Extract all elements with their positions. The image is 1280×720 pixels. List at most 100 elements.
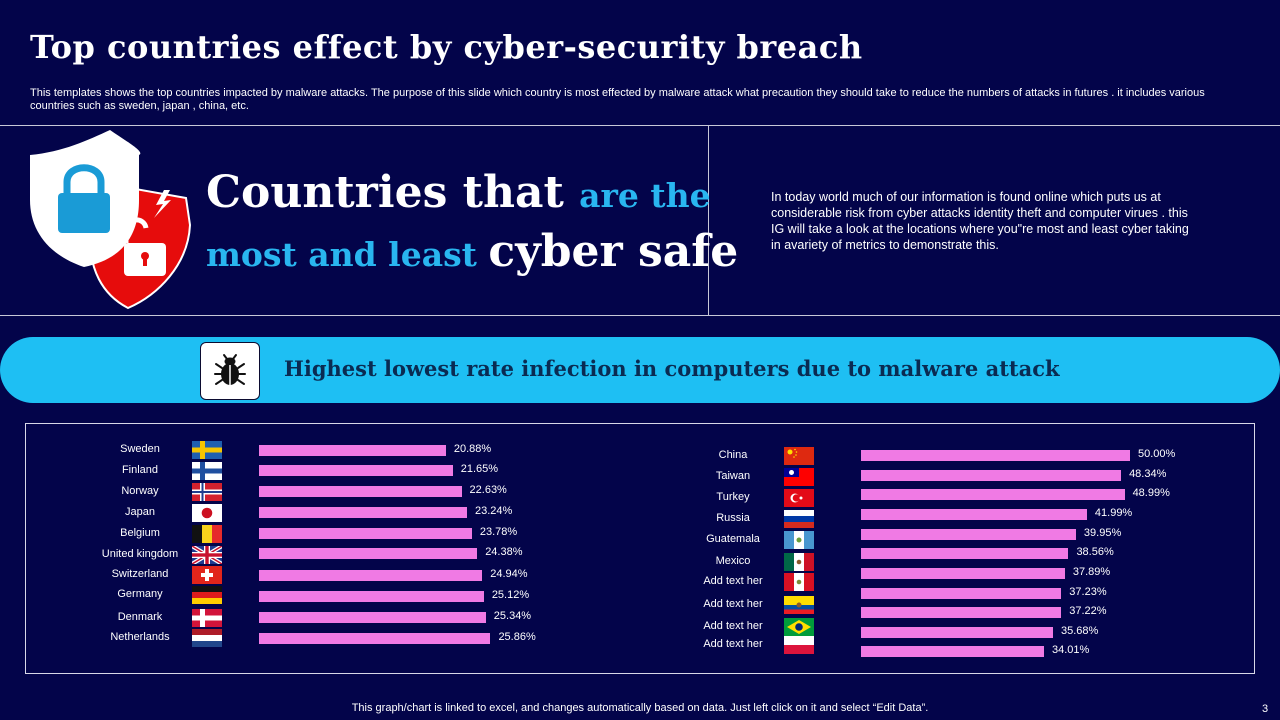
- ecuador-flag-icon: [784, 596, 814, 619]
- bar: [861, 529, 1076, 540]
- belgium-flag-icon: [192, 525, 223, 548]
- bar: [259, 528, 472, 539]
- bar: [259, 612, 486, 623]
- data-label: 34.01%: [1051, 644, 1090, 656]
- peru-flag-icon: [784, 573, 815, 596]
- bar: [259, 445, 446, 456]
- bug-icon: [214, 354, 246, 385]
- sweden-flag-icon: [192, 441, 222, 464]
- uk-flag-icon: [190, 544, 224, 569]
- category-label: China: [718, 449, 748, 461]
- data-label: 37.89%: [1072, 566, 1111, 578]
- divider-vertical: [708, 126, 709, 315]
- divider-top: [0, 125, 1280, 126]
- russia-flag-icon: [784, 510, 814, 533]
- data-label: 24.38%: [485, 546, 523, 558]
- chart-frame: [25, 423, 1255, 674]
- divider-bottom: [0, 315, 1280, 316]
- mexico-flag-icon: [784, 553, 815, 576]
- bar: [861, 588, 1062, 599]
- denmark-flag-icon: [192, 609, 222, 632]
- category-label: Belgium: [120, 527, 160, 539]
- china-flag-icon: [784, 447, 814, 470]
- category-label: Mexico: [715, 555, 751, 567]
- bar: [861, 627, 1053, 638]
- category-label: Russia: [716, 512, 750, 524]
- data-label: 41.99%: [1094, 507, 1133, 519]
- data-label: 25.34%: [493, 610, 532, 622]
- category-label: Guatemala: [706, 533, 760, 545]
- data-label: 48.99%: [1132, 487, 1170, 499]
- hero-part4: cyber safe: [488, 226, 739, 277]
- turkey-flag-icon: [784, 489, 814, 512]
- norway-flag-icon: [192, 483, 222, 506]
- page-subtitle: This templates shows the top countries i…: [30, 87, 1205, 112]
- bar: [861, 450, 1130, 461]
- brazil-flag-icon: [784, 618, 814, 641]
- footer-note: This graph/chart is linked to excel, and…: [351, 702, 929, 714]
- category-label: Add text her: [703, 598, 763, 610]
- hero-part1: Countries that: [206, 167, 580, 218]
- data-label: 48.34%: [1129, 468, 1167, 480]
- bar: [259, 486, 462, 497]
- data-label: 24.94%: [490, 568, 528, 580]
- netherlands-flag-icon: [192, 629, 222, 652]
- bar: [259, 570, 483, 581]
- data-label: 37.22%: [1069, 605, 1107, 617]
- category-label: Japan: [125, 506, 155, 518]
- bug-icon-box: [200, 342, 260, 400]
- category-label: United kingdom: [101, 548, 179, 560]
- intro-paragraph: In today world much of our information i…: [771, 190, 1189, 252]
- data-label: 21.65%: [460, 463, 499, 475]
- category-label: Taiwan: [715, 470, 751, 482]
- category-label: Germany: [117, 588, 163, 600]
- page-title: Top countries effect by cyber-security b…: [30, 28, 863, 66]
- data-label: 50.00%: [1138, 448, 1176, 460]
- data-label: 39.95%: [1083, 527, 1122, 539]
- data-label: 20.88%: [453, 443, 492, 455]
- category-label: Netherlands: [110, 631, 170, 643]
- bar: [259, 465, 453, 476]
- data-label: 37.23%: [1069, 586, 1107, 598]
- switzerland-flag-icon: [192, 566, 222, 589]
- data-label: 25.12%: [491, 589, 530, 601]
- bar: [259, 507, 467, 518]
- category-label: Add text her: [703, 575, 763, 587]
- bar: [861, 548, 1069, 559]
- bar: [259, 591, 484, 602]
- page-number: 3: [1262, 703, 1269, 715]
- category-label: Add text her: [703, 620, 763, 632]
- category-label: Add text her: [703, 638, 763, 650]
- bar: [861, 509, 1087, 520]
- data-label: 23.24%: [474, 505, 513, 517]
- category-label: Norway: [121, 485, 159, 497]
- category-label: Denmark: [117, 611, 163, 623]
- bar: [861, 646, 1044, 657]
- bar: [861, 607, 1062, 618]
- bar: [259, 633, 491, 644]
- category-label: Finland: [121, 464, 159, 476]
- guatemala-flag-icon: [784, 531, 815, 554]
- japan-flag-icon: [192, 504, 222, 527]
- bar: [861, 568, 1065, 579]
- banner-text: Highest lowest rate infection in compute…: [284, 356, 1060, 381]
- category-label: Sweden: [120, 443, 160, 455]
- poland-flag-icon: [784, 636, 814, 659]
- hero-heading: Countries that are the most and least cy…: [206, 165, 738, 283]
- hero-part2: are the: [579, 176, 711, 215]
- hero-part3: most and least: [206, 235, 489, 274]
- data-label: 35.68%: [1060, 625, 1099, 637]
- finland-flag-icon: [192, 462, 222, 485]
- data-label: 38.56%: [1076, 546, 1114, 558]
- germany-flag-icon: [192, 586, 222, 609]
- bar: [861, 489, 1125, 500]
- category-label: Switzerland: [111, 568, 169, 580]
- data-label: 25.86%: [498, 631, 536, 643]
- taiwan-flag-icon: [784, 468, 814, 491]
- category-label: Turkey: [716, 491, 750, 503]
- shield-lock-icon: [30, 130, 192, 310]
- data-label: 22.63%: [469, 484, 507, 496]
- bar: [259, 548, 478, 559]
- bar: [861, 470, 1122, 481]
- data-label: 23.78%: [479, 526, 518, 538]
